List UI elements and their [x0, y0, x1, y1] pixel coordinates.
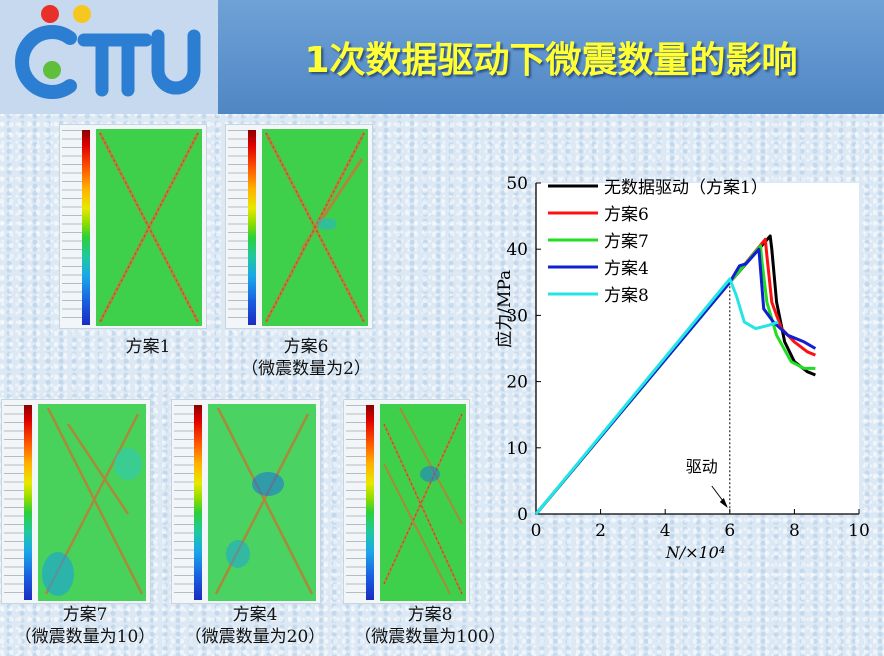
- contour-panel-6: [226, 125, 372, 328]
- page-title: 1次数据驱动下微震数量的影响: [304, 40, 798, 81]
- fracture-lines: [208, 404, 316, 601]
- contour-panel-4: [172, 400, 320, 603]
- fracture-lines: [264, 132, 366, 323]
- y-tick-label: 30: [506, 306, 528, 326]
- panel-7-sublabel: （微震数量为10）: [14, 627, 156, 647]
- colorbar: [248, 130, 256, 325]
- ctu-logo: [0, 0, 218, 114]
- y-tick-label: 50: [506, 174, 528, 194]
- legend-label-1: 无数据驱动（方案1）: [604, 178, 768, 198]
- contour-panel-1: [60, 125, 206, 328]
- contour-field: [96, 129, 202, 326]
- contour-field: [380, 404, 466, 601]
- panel-6-caption: 方案6 （微震数量为2）: [226, 336, 386, 380]
- x-tick-label: 6: [724, 521, 735, 541]
- legend-label-3: 方案7: [604, 232, 649, 252]
- colorbar: [366, 405, 374, 600]
- legend-label-4: 方案4: [604, 259, 649, 279]
- panel-8-sublabel: （微震数量为100）: [354, 627, 506, 647]
- panel-7-label: 方案7: [62, 605, 108, 625]
- y-tick-label: 0: [517, 505, 528, 525]
- header-bar: 1次数据驱动下微震数量的影响: [0, 0, 884, 114]
- panel-6-sublabel: （微震数量为2）: [241, 359, 371, 379]
- y-tick-label: 10: [506, 439, 528, 459]
- x-tick-label: 2: [595, 521, 606, 541]
- panel-8-label: 方案8: [407, 605, 453, 625]
- panel-7-caption: 方案7 （微震数量为10）: [0, 604, 170, 648]
- contour-panel-8: [344, 400, 469, 603]
- contour-field: [208, 404, 316, 601]
- series-line-3: [534, 244, 816, 515]
- panel-4-label: 方案4: [232, 605, 278, 625]
- drive-annotation: 驱动: [686, 457, 718, 476]
- x-axis-label: N/×10⁴: [665, 543, 726, 562]
- contour-field: [262, 129, 368, 326]
- colorbar: [24, 405, 32, 600]
- x-tick-label: 4: [660, 521, 671, 541]
- series-line-4: [534, 247, 817, 515]
- ctu-logo-graphic: [15, 5, 201, 99]
- fracture-lines: [98, 132, 200, 323]
- colorbar: [82, 130, 90, 325]
- x-tick-label: 0: [531, 521, 542, 541]
- contour-panel-7: [2, 400, 150, 603]
- y-tick-label: 40: [506, 240, 528, 260]
- contour-field: [38, 404, 146, 601]
- legend-label-5: 方案8: [604, 286, 649, 306]
- fracture-lines: [38, 404, 146, 601]
- series-line-5: [534, 277, 779, 515]
- panel-8-caption: 方案8 （微震数量为100）: [340, 604, 520, 648]
- panel-1-caption: 方案1: [103, 336, 193, 358]
- stress-chart: 0 2 4 6 8 10 0 10 20 30 40 50 N/×10⁴ 应力/MPa 驱动 无数据驱动（方案…: [495, 174, 870, 562]
- legend-label-2: 方案6: [604, 205, 649, 225]
- y-tick-label: 20: [506, 373, 528, 393]
- panel-6-label: 方案6: [283, 337, 329, 357]
- fracture-lines: [383, 407, 463, 595]
- x-tick-label: 10: [848, 521, 870, 541]
- panel-4-sublabel: （微震数量为20）: [184, 627, 326, 647]
- drive-arrow-head: [719, 498, 728, 508]
- colorbar: [194, 405, 202, 600]
- panel-1-label: 方案1: [125, 337, 171, 357]
- x-tick-label: 8: [789, 521, 800, 541]
- panel-4-caption: 方案4 （微震数量为20）: [170, 604, 340, 648]
- y-axis-label: 应力/MPa: [495, 270, 515, 348]
